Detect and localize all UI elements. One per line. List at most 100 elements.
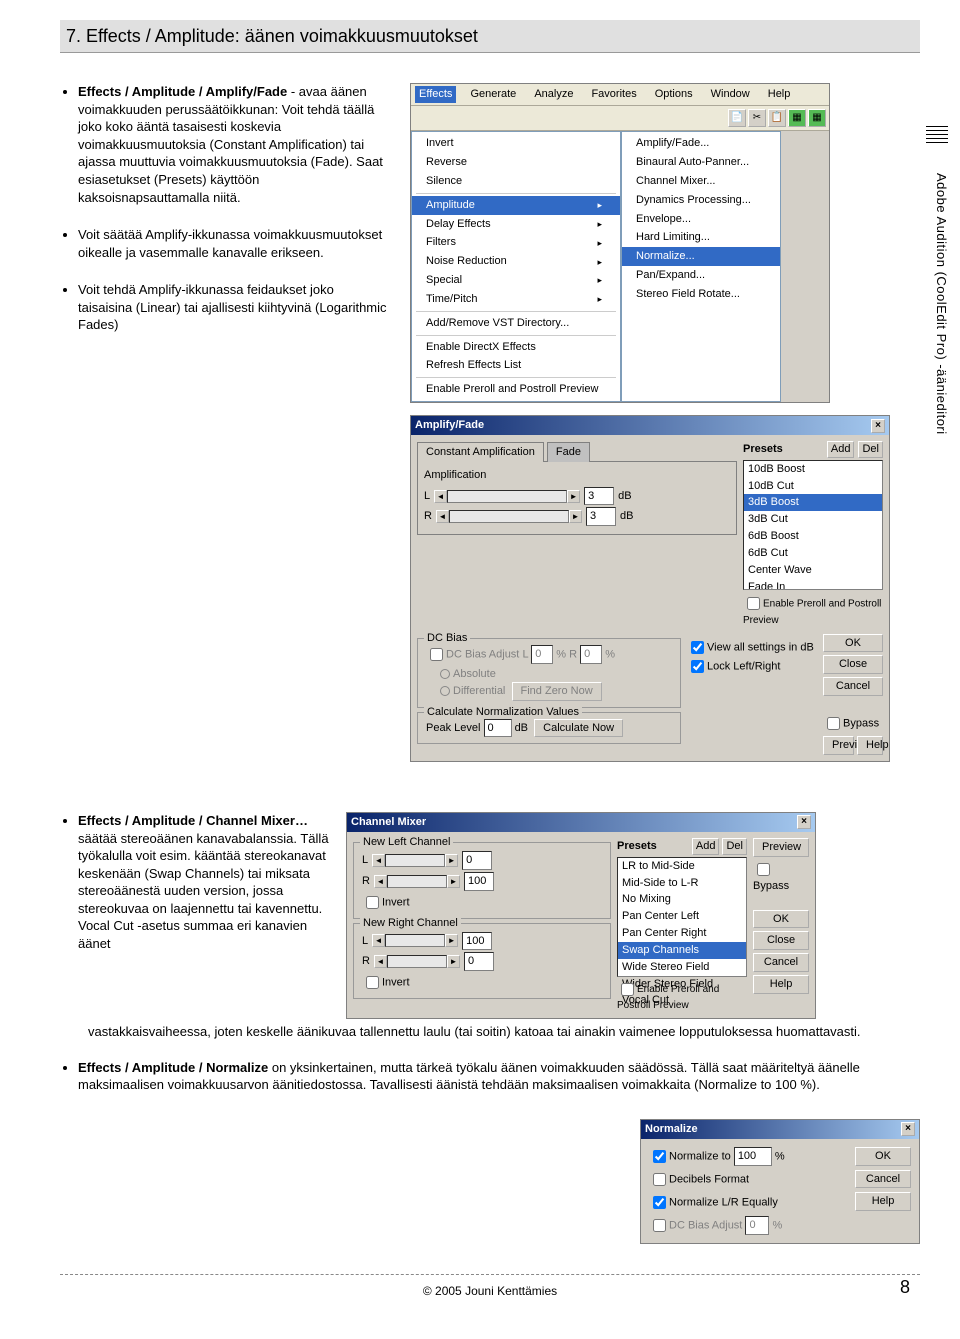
preset-del-button[interactable]: Del [858, 441, 883, 458]
preset-del-button[interactable]: Del [722, 838, 747, 855]
bypass-check[interactable] [827, 717, 840, 730]
preset-add-button[interactable]: Add [692, 838, 720, 855]
lock-check[interactable] [691, 660, 704, 673]
diff-radio[interactable]: Differential [453, 685, 505, 697]
slider[interactable]: ◄► [374, 875, 460, 888]
calc-now-button[interactable]: Calculate Now [534, 719, 623, 738]
menu-item[interactable]: Dynamics Processing... [622, 191, 780, 210]
list-item[interactable]: Swap Channels [618, 942, 746, 959]
value-input[interactable]: 100 [462, 932, 492, 951]
preview-button[interactable]: Preview [823, 736, 854, 755]
value-input[interactable]: 0 [462, 851, 492, 870]
toolbar-icon[interactable]: 📋 [768, 109, 786, 127]
normalize-value-input[interactable]: 100 [734, 1147, 772, 1166]
abs-radio[interactable]: Absolute [453, 668, 496, 680]
menu-item[interactable]: Silence [412, 172, 620, 191]
menu-generate[interactable]: Generate [466, 86, 520, 103]
menu-item[interactable]: Filters [412, 233, 620, 252]
presets-list[interactable]: 10dB Boost 10dB Cut 3dB Boost 3dB Cut 6d… [743, 460, 883, 590]
menu-item[interactable]: Invert [412, 134, 620, 153]
tab-constant[interactable]: Constant Amplification [417, 442, 544, 462]
toolbar-icon[interactable]: 📄 [728, 109, 746, 127]
list-item[interactable]: Fade In [744, 579, 882, 590]
ok-button[interactable]: OK [753, 910, 809, 929]
menu-item[interactable]: Delay Effects [412, 215, 620, 234]
r-value-input[interactable]: 3 [586, 507, 616, 526]
menu-item[interactable]: Hard Limiting... [622, 228, 780, 247]
cancel-button[interactable]: Cancel [823, 677, 883, 696]
menu-item-amplitude[interactable]: Amplitude [412, 196, 620, 215]
preset-add-button[interactable]: Add [827, 441, 855, 458]
list-item[interactable]: Mid-Side to L-R [618, 875, 746, 892]
help-button[interactable]: Help [855, 1192, 911, 1211]
preview-button[interactable]: Preview [753, 838, 809, 857]
enable-preroll-check[interactable] [621, 983, 634, 996]
menu-item[interactable]: Time/Pitch [412, 290, 620, 309]
help-button[interactable]: Help [857, 736, 883, 755]
list-item[interactable]: LR to Mid-Side [618, 858, 746, 875]
help-button[interactable]: Help [753, 975, 809, 994]
invert-check[interactable] [366, 976, 379, 989]
menu-item[interactable]: Add/Remove VST Directory... [412, 314, 620, 333]
menu-item[interactable]: Binaural Auto-Panner... [622, 153, 780, 172]
menu-item[interactable]: Pan/Expand... [622, 266, 780, 285]
value-input[interactable]: 0 [464, 952, 494, 971]
list-item[interactable]: Pan Center Right [618, 925, 746, 942]
menu-item[interactable]: Stereo Field Rotate... [622, 285, 780, 304]
toolbar-icon[interactable]: ✂ [748, 109, 766, 127]
dcbias-check[interactable] [430, 648, 443, 661]
list-item[interactable]: Pan Center Left [618, 908, 746, 925]
close-button[interactable]: Close [823, 655, 883, 674]
eq-check[interactable] [653, 1196, 666, 1209]
menu-item-normalize[interactable]: Normalize... [622, 247, 780, 266]
tab-fade[interactable]: Fade [547, 442, 590, 462]
enable-preroll-check[interactable] [747, 597, 760, 610]
menu-item[interactable]: Reverse [412, 153, 620, 172]
menu-item[interactable]: Enable Preroll and Postroll Preview [412, 380, 620, 399]
list-item[interactable]: Wide Stereo Field [618, 959, 746, 976]
list-item[interactable]: 10dB Boost [744, 461, 882, 478]
cancel-button[interactable]: Cancel [855, 1170, 911, 1189]
invert-check[interactable] [366, 896, 379, 909]
close-button[interactable]: Close [753, 931, 809, 950]
menu-item[interactable]: Channel Mixer... [622, 172, 780, 191]
list-item[interactable]: 6dB Boost [744, 528, 882, 545]
close-icon[interactable]: × [797, 815, 811, 829]
menu-item[interactable]: Enable DirectX Effects [412, 338, 620, 357]
slider[interactable]: ◄► [372, 934, 458, 947]
menu-analyze[interactable]: Analyze [530, 86, 577, 103]
toolbar-icon[interactable]: ▦ [788, 109, 806, 127]
menu-window[interactable]: Window [707, 86, 754, 103]
cancel-button[interactable]: Cancel [753, 953, 809, 972]
presets-list[interactable]: LR to Mid-Side Mid-Side to L-R No Mixing… [617, 857, 747, 977]
menu-effects[interactable]: Effects [415, 86, 456, 103]
close-icon[interactable]: × [901, 1122, 915, 1136]
slider[interactable]: ◄► [372, 854, 458, 867]
menu-help[interactable]: Help [764, 86, 795, 103]
menu-item[interactable]: Noise Reduction [412, 252, 620, 271]
menu-options[interactable]: Options [651, 86, 697, 103]
findzero-button[interactable]: Find Zero Now [512, 682, 602, 701]
viewdb-check[interactable] [691, 641, 704, 654]
bypass-check[interactable] [757, 863, 770, 876]
l-value-input[interactable]: 3 [584, 487, 614, 506]
list-item[interactable]: Center Wave [744, 562, 882, 579]
menu-favorites[interactable]: Favorites [587, 86, 640, 103]
list-item[interactable]: 10dB Cut [744, 478, 882, 495]
menu-item[interactable]: Amplify/Fade... [622, 134, 780, 153]
close-icon[interactable]: × [871, 419, 885, 433]
menu-item[interactable]: Special [412, 271, 620, 290]
list-item[interactable]: 3dB Boost [744, 494, 882, 511]
list-item[interactable]: 3dB Cut [744, 511, 882, 528]
menu-item[interactable]: Refresh Effects List [412, 356, 620, 375]
peak-input[interactable]: 0 [484, 719, 512, 738]
menu-item[interactable]: Envelope... [622, 210, 780, 229]
ok-button[interactable]: OK [823, 634, 883, 653]
decfmt-check[interactable] [653, 1173, 666, 1186]
value-input[interactable]: 100 [464, 872, 494, 891]
normalize-to-check[interactable] [653, 1150, 666, 1163]
list-item[interactable]: 6dB Cut [744, 545, 882, 562]
r-slider[interactable]: ◄► [436, 510, 582, 523]
list-item[interactable]: No Mixing [618, 891, 746, 908]
ok-button[interactable]: OK [855, 1147, 911, 1166]
